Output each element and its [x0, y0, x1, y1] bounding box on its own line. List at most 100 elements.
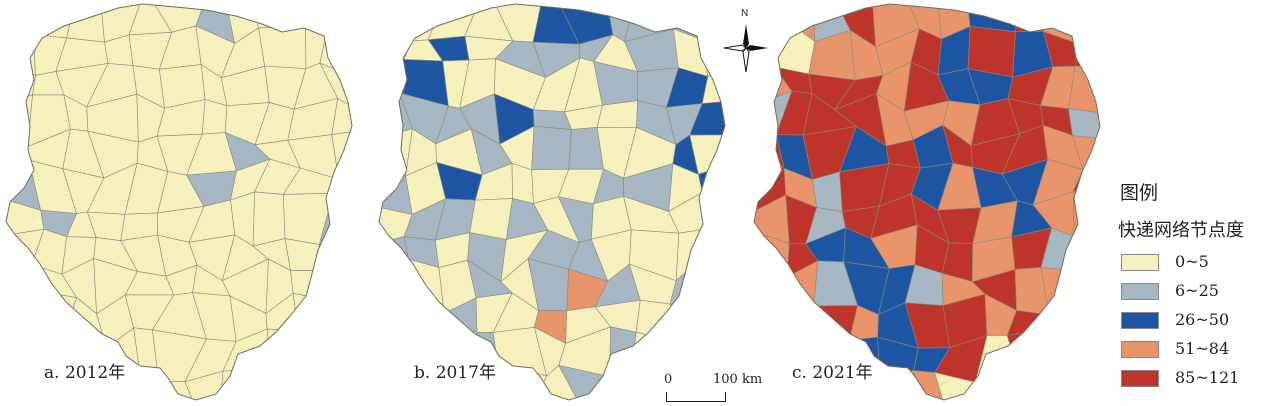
scale-zero-label: 0: [664, 372, 673, 387]
legend-label: 51~84: [1175, 339, 1230, 358]
north-letter: N: [741, 8, 749, 19]
county-region: [6, 94, 33, 148]
county-region: [379, 308, 411, 340]
panel-caption-2012: a. 2012年: [44, 363, 126, 383]
map-2021: [753, 3, 1101, 401]
panel-caption-2021: c. 2021年: [792, 363, 873, 383]
legend-title: 图例: [1120, 182, 1159, 204]
county-region: [6, 128, 30, 171]
county-region: [1069, 329, 1100, 375]
county-region: [754, 293, 785, 344]
map-2012: [5, 3, 353, 401]
province-outline: [753, 3, 1101, 401]
county-region: [292, 369, 336, 400]
province-outline: [5, 3, 353, 401]
county-region: [531, 125, 572, 171]
legend-label: 26~50: [1175, 310, 1230, 329]
legend: 图例 快递网络节点度 0~5 6~25 26~50 51~84 85~121: [1118, 176, 1268, 396]
county-region: [37, 291, 78, 339]
county-region: [696, 259, 725, 313]
north-arrow-icon: N: [722, 8, 770, 73]
county-region: [316, 270, 352, 303]
county-region: [379, 58, 405, 95]
county-region: [6, 331, 42, 379]
county-region: [6, 291, 43, 338]
panel-caption-2017: b. 2017年: [414, 363, 496, 383]
legend-item-0-5: 0~5: [1121, 252, 1261, 274]
county-region: [1072, 191, 1100, 238]
county-region: [754, 340, 793, 374]
county-region: [511, 162, 534, 204]
county-region: [252, 191, 286, 247]
legend-item-51-84: 51~84: [1121, 339, 1261, 361]
county-region: [1068, 65, 1100, 115]
legend-item-85-121: 85~121: [1121, 368, 1261, 390]
legend-subtitle: 快递网络节点度: [1118, 220, 1244, 241]
county-region: [330, 364, 352, 400]
province-outline: [378, 3, 726, 401]
county-region: [1000, 363, 1044, 400]
county-region: [675, 228, 708, 282]
legend-item-26-50: 26~50: [1121, 310, 1261, 332]
scale-bar: 0 100 km: [660, 372, 780, 404]
county-region: [379, 369, 405, 400]
map-panel-2021: c. 2021年: [748, 2, 1128, 404]
county-region: [769, 302, 816, 344]
county-region: [66, 4, 105, 43]
legend-swatch: [1121, 341, 1159, 358]
county-region: [967, 26, 1016, 78]
county-region: [258, 26, 307, 69]
county-region: [316, 337, 352, 371]
map-panel-2012: a. 2012年: [0, 2, 380, 404]
legend-swatch: [1121, 283, 1159, 300]
legend-label: 0~5: [1175, 252, 1209, 271]
county-region: [404, 258, 445, 314]
county-region: [1037, 373, 1085, 400]
county-region: [6, 367, 42, 400]
county-region: [316, 291, 352, 347]
county-region: [220, 368, 271, 400]
county-region: [1073, 236, 1100, 273]
county-region: [332, 161, 352, 201]
legend-label: 85~121: [1175, 368, 1240, 387]
legend-item-6-25: 6~25: [1121, 281, 1261, 303]
county-region: [379, 258, 409, 311]
county-region: [404, 308, 445, 339]
county-region: [1075, 4, 1100, 45]
county-region: [1006, 330, 1044, 381]
county-region: [331, 130, 352, 180]
county-region: [1038, 329, 1085, 381]
county-region: [1083, 264, 1100, 308]
county-region: [201, 99, 228, 135]
county-region: [379, 337, 411, 371]
county-region: [1069, 297, 1100, 336]
compass-rose-icon: [723, 24, 768, 73]
county-region: [379, 4, 413, 42]
county-region: [1040, 267, 1086, 316]
county-region: [331, 97, 352, 135]
map-2017: [378, 3, 726, 401]
county-region: [251, 4, 307, 29]
county-region: [754, 263, 788, 303]
county-region: [135, 376, 172, 400]
map-panel-2017: b. 2017年: [373, 2, 753, 404]
county-region: [379, 236, 409, 270]
county-region: [6, 4, 34, 48]
county-region: [6, 33, 36, 76]
county-region: [696, 299, 725, 339]
legend-swatch: [1121, 312, 1159, 329]
county-region: [469, 198, 513, 240]
county-region: [297, 329, 336, 377]
county-region: [316, 233, 352, 280]
legend-swatch: [1121, 370, 1159, 387]
county-region: [283, 193, 334, 245]
county-region: [1015, 4, 1046, 32]
county-region: [669, 303, 705, 343]
scale-max-label: 100 km: [713, 372, 763, 387]
legend-swatch: [1121, 254, 1159, 271]
county-region: [1074, 40, 1100, 67]
county-region: [266, 368, 299, 400]
county-region: [6, 264, 43, 303]
county-region: [701, 191, 725, 248]
county-region: [699, 228, 725, 261]
